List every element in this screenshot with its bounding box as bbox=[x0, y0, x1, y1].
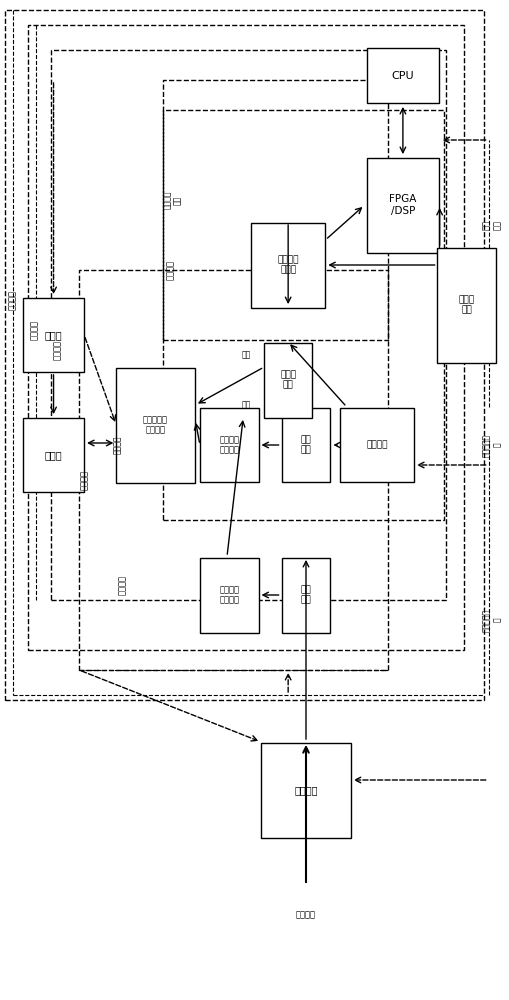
FancyBboxPatch shape bbox=[23, 298, 84, 372]
Text: 状态设置: 状态设置 bbox=[30, 320, 39, 340]
Text: 中频通道: 中频通道 bbox=[366, 440, 387, 450]
Text: 通道输出电
平控制器: 通道输出电 平控制器 bbox=[143, 415, 168, 435]
FancyBboxPatch shape bbox=[116, 367, 194, 483]
Text: 功能单元
方框算法: 功能单元 方框算法 bbox=[219, 435, 239, 455]
Bar bbox=[28, 25, 463, 650]
FancyBboxPatch shape bbox=[281, 557, 330, 632]
FancyBboxPatch shape bbox=[437, 247, 495, 362]
Bar bbox=[79, 270, 387, 670]
Text: 中断控
制器: 中断控 制器 bbox=[279, 370, 296, 390]
FancyBboxPatch shape bbox=[250, 223, 325, 308]
Text: 计数器: 计数器 bbox=[45, 450, 62, 460]
FancyBboxPatch shape bbox=[200, 408, 259, 482]
Text: 计数设置: 计数设置 bbox=[8, 290, 17, 310]
FancyBboxPatch shape bbox=[366, 157, 438, 252]
FancyBboxPatch shape bbox=[281, 408, 330, 482]
Text: 扫描
控制: 扫描 控制 bbox=[482, 220, 501, 230]
Text: 中断: 中断 bbox=[241, 400, 250, 410]
Text: 输入信号: 输入信号 bbox=[295, 910, 316, 920]
Text: 功能单元
方框算法: 功能单元 方框算法 bbox=[219, 585, 239, 605]
FancyBboxPatch shape bbox=[200, 557, 259, 632]
Text: 通道控制: 通道控制 bbox=[118, 575, 127, 595]
Text: 状态设置: 状态设置 bbox=[52, 340, 62, 360]
Bar bbox=[5, 10, 484, 700]
Bar bbox=[51, 50, 445, 600]
FancyBboxPatch shape bbox=[340, 408, 414, 482]
Text: 扫描设置: 扫描设置 bbox=[166, 260, 175, 280]
Text: CPU: CPU bbox=[391, 71, 413, 81]
Text: 定时器: 定时器 bbox=[45, 330, 62, 340]
Bar bbox=[163, 110, 443, 520]
Text: 通道控制: 通道控制 bbox=[79, 470, 89, 490]
Text: 扫描数据
转换器: 扫描数据 转换器 bbox=[277, 255, 298, 275]
Bar bbox=[163, 80, 387, 340]
FancyBboxPatch shape bbox=[261, 742, 350, 838]
Text: 计数脉冲: 计数脉冲 bbox=[112, 436, 122, 454]
FancyBboxPatch shape bbox=[264, 342, 312, 418]
Text: 射频通道: 射频通道 bbox=[294, 785, 317, 795]
Text: 命令
耦器: 命令 耦器 bbox=[300, 435, 311, 455]
FancyBboxPatch shape bbox=[366, 48, 438, 103]
Text: 本振频率控
制: 本振频率控 制 bbox=[482, 608, 501, 632]
Text: 通道补偿控
制: 通道补偿控 制 bbox=[482, 433, 501, 457]
Text: 复位: 复位 bbox=[241, 351, 250, 360]
Text: 命令
耦器: 命令 耦器 bbox=[300, 585, 311, 605]
FancyBboxPatch shape bbox=[23, 418, 84, 492]
Text: 扫描控
制器: 扫描控 制器 bbox=[458, 295, 474, 315]
Text: 快态数据
传送: 快态数据 传送 bbox=[162, 191, 182, 209]
Text: FPGA
/DSP: FPGA /DSP bbox=[388, 194, 416, 216]
